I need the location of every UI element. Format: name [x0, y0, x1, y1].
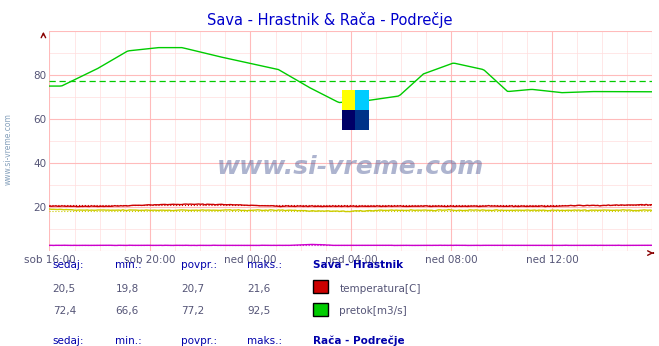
- Text: www.si-vreme.com: www.si-vreme.com: [3, 113, 13, 185]
- Text: Sava - Hrastnik: Sava - Hrastnik: [313, 260, 403, 270]
- Text: www.si-vreme.com: www.si-vreme.com: [217, 155, 484, 179]
- Text: 77,2: 77,2: [181, 306, 204, 316]
- Text: maks.:: maks.:: [247, 336, 282, 346]
- Bar: [355, 90, 369, 110]
- Bar: [342, 110, 355, 130]
- Text: 19,8: 19,8: [115, 284, 138, 294]
- Text: 20,7: 20,7: [181, 284, 204, 294]
- Text: pretok[m3/s]: pretok[m3/s]: [339, 306, 407, 316]
- Bar: [342, 90, 355, 110]
- Text: min.:: min.:: [115, 260, 142, 270]
- Text: 20,5: 20,5: [53, 284, 76, 294]
- Text: povpr.:: povpr.:: [181, 260, 217, 270]
- Text: 66,6: 66,6: [115, 306, 138, 316]
- Text: 21,6: 21,6: [247, 284, 270, 294]
- Text: povpr.:: povpr.:: [181, 336, 217, 346]
- Text: Rača - Podrečje: Rača - Podrečje: [313, 335, 405, 346]
- Text: maks.:: maks.:: [247, 260, 282, 270]
- Text: sedaj:: sedaj:: [53, 336, 84, 346]
- Text: temperatura[C]: temperatura[C]: [339, 284, 421, 294]
- Text: Sava - Hrastnik & Rača - Podrečje: Sava - Hrastnik & Rača - Podrečje: [207, 12, 452, 28]
- Text: min.:: min.:: [115, 336, 142, 346]
- Text: 72,4: 72,4: [53, 306, 76, 316]
- Text: sedaj:: sedaj:: [53, 260, 84, 270]
- Text: 92,5: 92,5: [247, 306, 270, 316]
- Bar: [355, 110, 369, 130]
